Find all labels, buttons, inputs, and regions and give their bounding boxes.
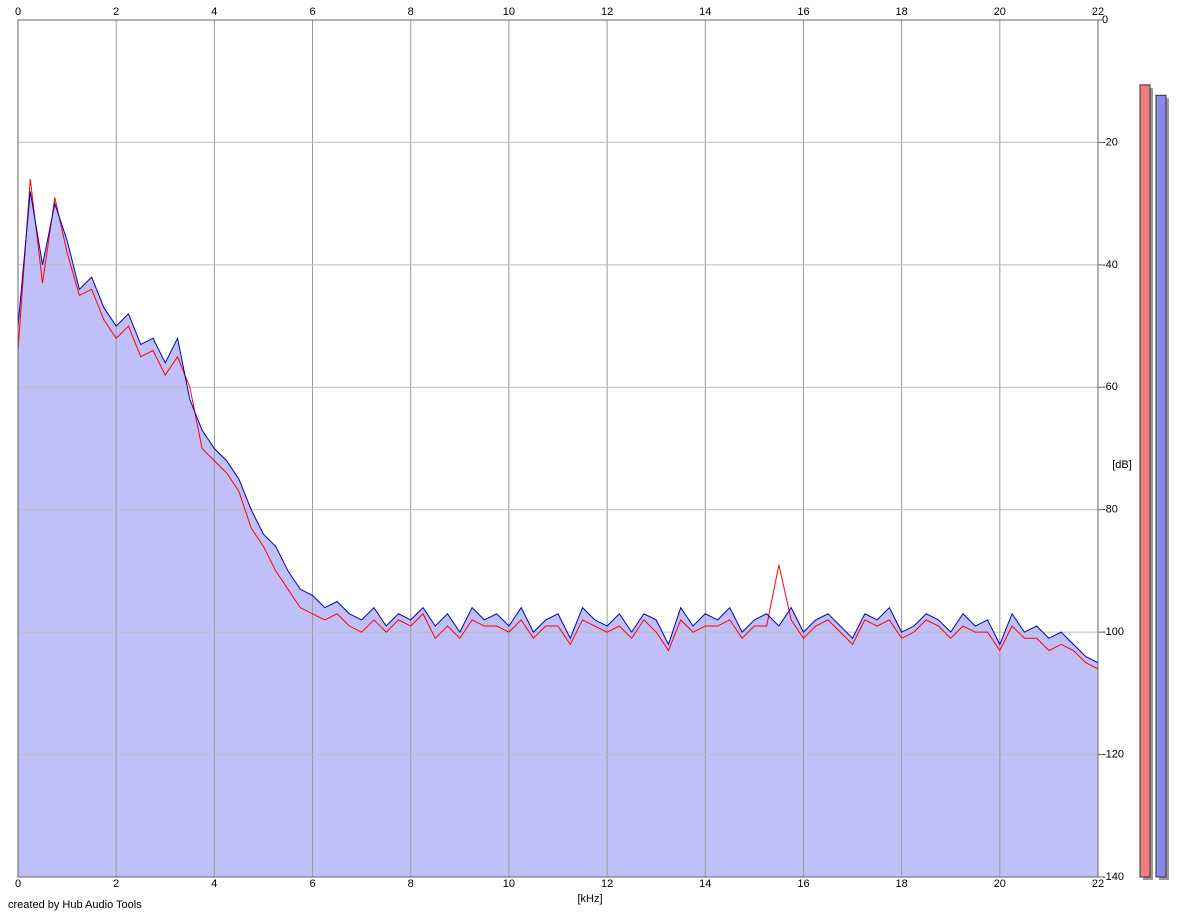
- x-tick-label: 10: [503, 878, 515, 890]
- spectrum-fill: [18, 191, 1098, 877]
- spectrum-line: [17, 191, 1099, 664]
- x-tick-label: 8: [408, 878, 414, 890]
- spectrum-line: [17, 179, 1099, 670]
- y-tick-label: -20: [1102, 136, 1118, 148]
- y-tick-label: 0: [1102, 14, 1108, 26]
- x-tick-label: 2: [113, 6, 119, 18]
- x-tick-label: 14: [699, 6, 711, 18]
- x-tick-label: 6: [309, 878, 315, 890]
- x-tick-label: 16: [797, 878, 809, 890]
- x-tick-label: 2: [113, 878, 119, 890]
- y-tick-label: -100: [1102, 626, 1124, 638]
- y-tick-label: -80: [1102, 504, 1118, 516]
- x-tick-label: 20: [994, 6, 1006, 18]
- x-tick-label: 4: [211, 878, 217, 890]
- x-tick-label: 22: [1092, 6, 1104, 18]
- x-tick-label: 18: [896, 878, 908, 890]
- level-meter: [1139, 84, 1151, 878]
- x-tick-label: 14: [699, 878, 711, 890]
- x-tick-label: 8: [408, 6, 414, 18]
- x-tick-label: 20: [994, 878, 1006, 890]
- x-tick-label: 0: [15, 878, 21, 890]
- plot-frame: [17, 19, 1099, 878]
- x-axis-label: [kHz]: [577, 893, 602, 905]
- x-tick-label: 12: [601, 6, 613, 18]
- x-tick-label: 6: [309, 6, 315, 18]
- y-tick-label: -120: [1102, 748, 1124, 760]
- credit: created by Hub Audio Tools: [8, 899, 142, 911]
- level-meter: [1155, 94, 1167, 878]
- x-tick-label: 16: [797, 6, 809, 18]
- x-tick-label: 10: [503, 6, 515, 18]
- x-tick-label: 12: [601, 878, 613, 890]
- y-tick-label: -140: [1102, 871, 1124, 883]
- x-tick-label: 4: [211, 6, 217, 18]
- y-axis-label: [dB]: [1112, 459, 1132, 471]
- y-tick-label: -60: [1102, 381, 1118, 393]
- x-tick-label: 18: [896, 6, 908, 18]
- x-tick-label: 22: [1092, 878, 1104, 890]
- y-tick-label: -40: [1102, 259, 1118, 271]
- x-tick-label: 0: [15, 6, 21, 18]
